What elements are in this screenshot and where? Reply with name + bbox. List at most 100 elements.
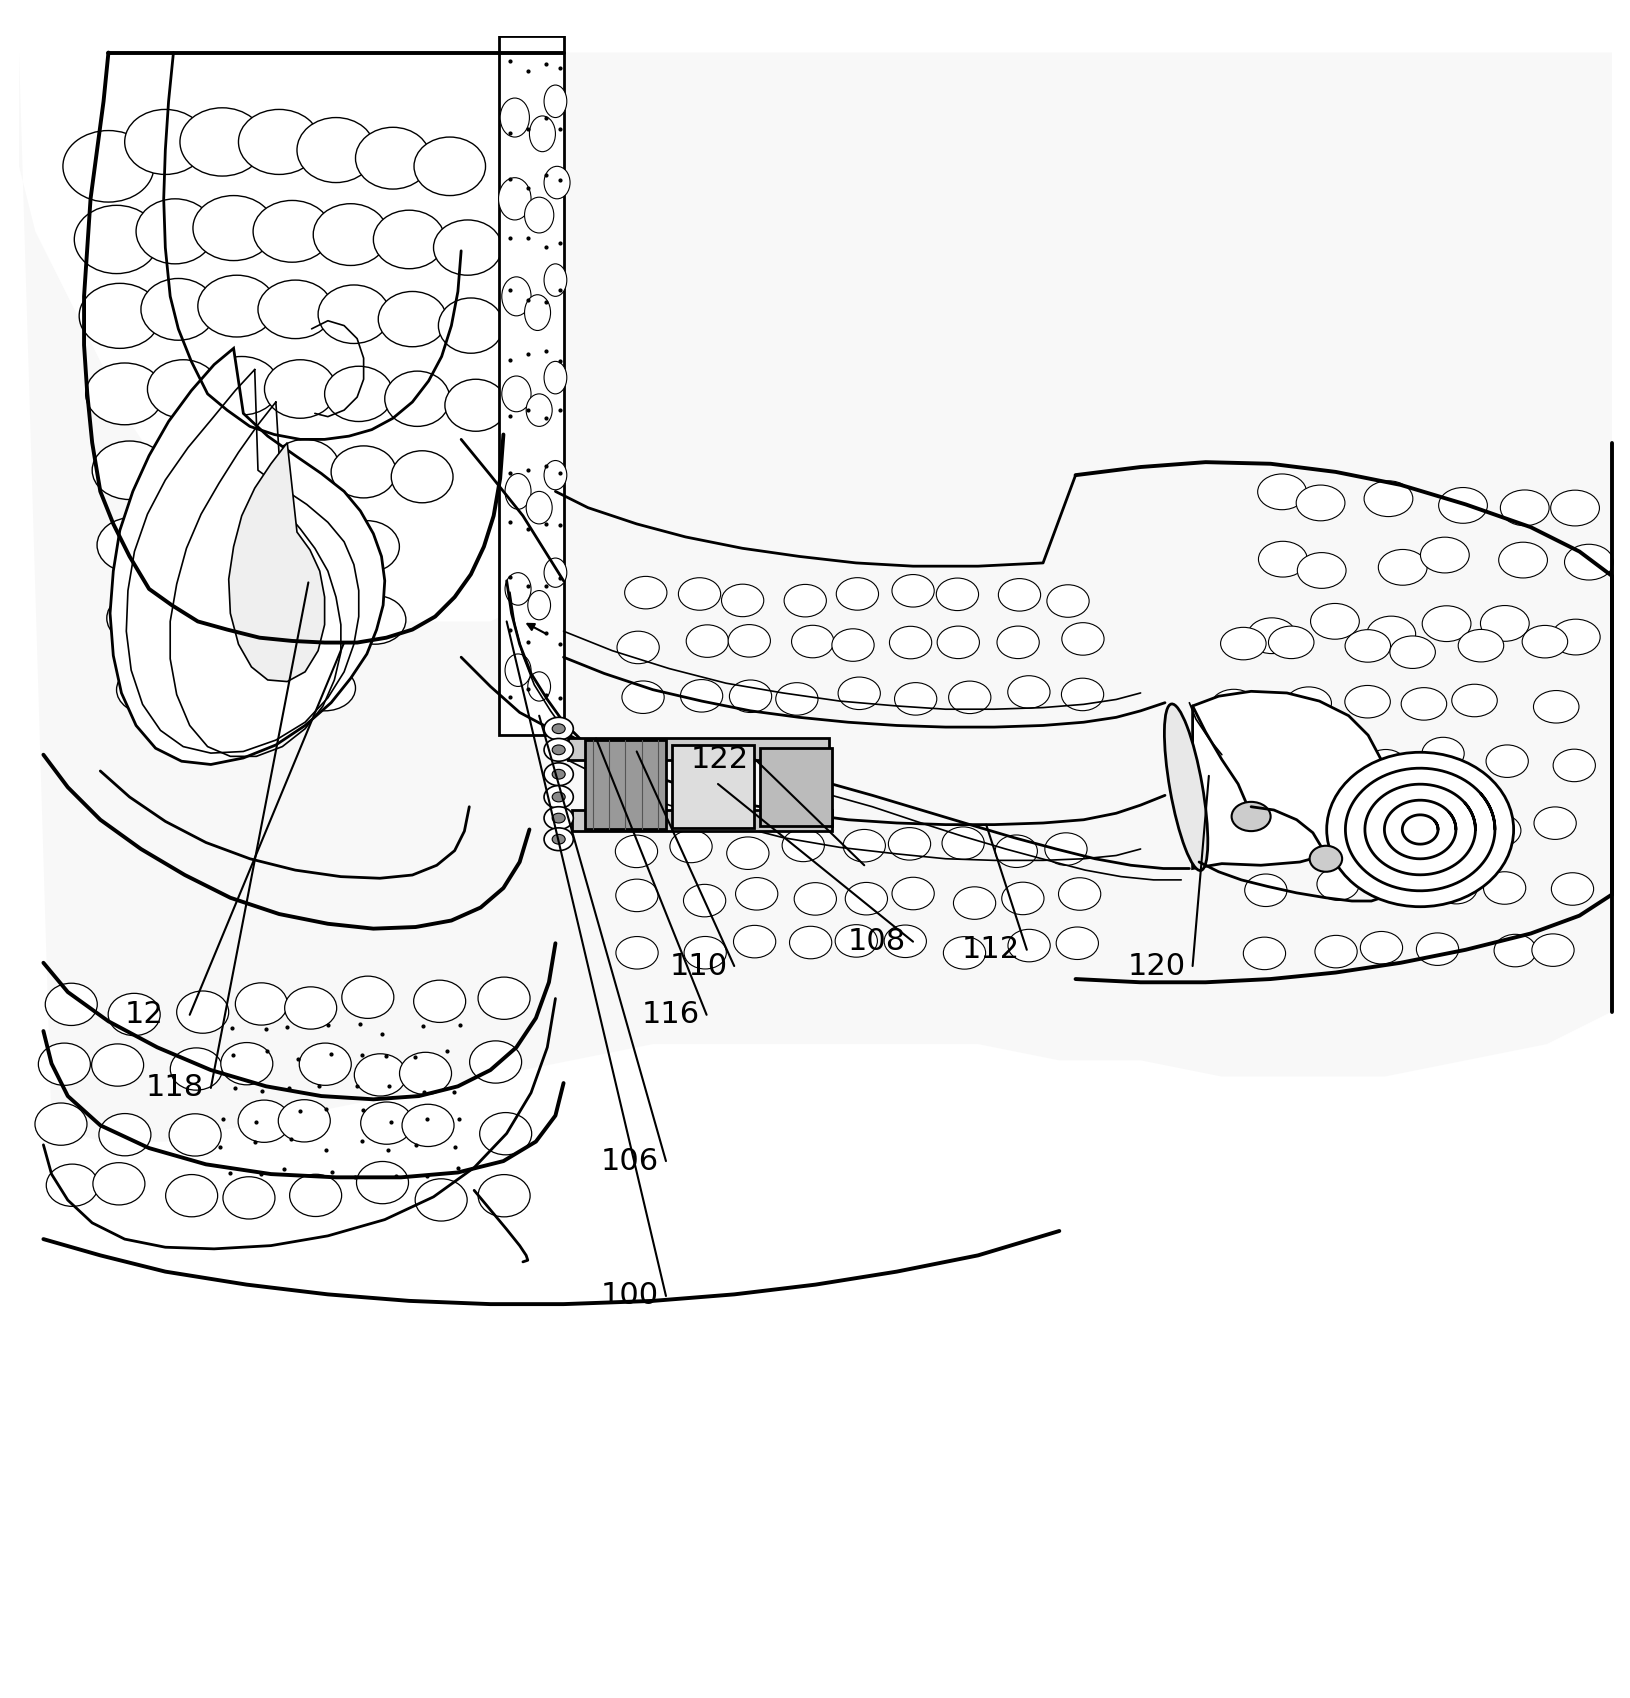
Ellipse shape	[271, 440, 339, 494]
Ellipse shape	[179, 107, 264, 177]
Ellipse shape	[414, 980, 466, 1022]
Ellipse shape	[544, 807, 574, 830]
Ellipse shape	[729, 679, 771, 713]
Polygon shape	[569, 739, 828, 759]
Ellipse shape	[776, 683, 818, 715]
Ellipse shape	[678, 577, 720, 610]
Ellipse shape	[670, 830, 712, 863]
Ellipse shape	[1355, 807, 1397, 839]
Ellipse shape	[373, 211, 445, 268]
Ellipse shape	[1483, 871, 1524, 905]
Ellipse shape	[680, 679, 722, 711]
Ellipse shape	[843, 829, 885, 863]
Ellipse shape	[192, 195, 274, 260]
Ellipse shape	[937, 627, 980, 659]
Ellipse shape	[1425, 803, 1467, 835]
Ellipse shape	[883, 925, 926, 958]
Ellipse shape	[553, 834, 566, 844]
Ellipse shape	[544, 829, 574, 851]
Text: 120: 120	[1126, 951, 1185, 980]
Ellipse shape	[478, 976, 530, 1019]
Ellipse shape	[166, 588, 231, 640]
Ellipse shape	[298, 1043, 350, 1085]
Ellipse shape	[616, 632, 659, 664]
Ellipse shape	[147, 360, 218, 418]
Polygon shape	[228, 443, 324, 681]
Ellipse shape	[544, 717, 574, 740]
Ellipse shape	[210, 433, 282, 491]
Ellipse shape	[794, 883, 836, 915]
Ellipse shape	[1325, 752, 1513, 907]
Ellipse shape	[64, 131, 153, 202]
Ellipse shape	[46, 983, 98, 1026]
Ellipse shape	[525, 197, 554, 233]
Ellipse shape	[621, 681, 663, 713]
Ellipse shape	[615, 835, 657, 868]
Ellipse shape	[1438, 487, 1487, 523]
Ellipse shape	[844, 883, 887, 915]
Text: 118: 118	[145, 1073, 204, 1102]
Ellipse shape	[354, 1054, 406, 1095]
Ellipse shape	[399, 1053, 452, 1095]
Ellipse shape	[1244, 874, 1286, 907]
Text: 112: 112	[962, 936, 1019, 964]
Ellipse shape	[1247, 618, 1296, 654]
Ellipse shape	[238, 109, 319, 175]
Ellipse shape	[528, 591, 551, 620]
Ellipse shape	[544, 460, 567, 489]
Ellipse shape	[831, 628, 874, 661]
Ellipse shape	[479, 1112, 531, 1155]
Ellipse shape	[1007, 676, 1050, 708]
Ellipse shape	[401, 1104, 453, 1146]
Ellipse shape	[838, 678, 880, 710]
Ellipse shape	[1563, 545, 1612, 581]
Ellipse shape	[1366, 616, 1415, 652]
Ellipse shape	[505, 474, 531, 509]
Ellipse shape	[253, 200, 331, 261]
Ellipse shape	[502, 375, 531, 411]
Ellipse shape	[170, 1048, 222, 1090]
Ellipse shape	[478, 1175, 530, 1217]
Ellipse shape	[46, 1165, 98, 1206]
Polygon shape	[109, 348, 385, 764]
Ellipse shape	[91, 1044, 143, 1087]
Ellipse shape	[553, 769, 566, 779]
Ellipse shape	[1552, 749, 1594, 781]
Ellipse shape	[1061, 623, 1104, 655]
Ellipse shape	[1421, 737, 1464, 769]
Ellipse shape	[391, 450, 453, 503]
Ellipse shape	[318, 285, 390, 343]
Ellipse shape	[502, 277, 531, 316]
Ellipse shape	[1498, 542, 1547, 577]
Ellipse shape	[686, 625, 729, 657]
Ellipse shape	[176, 661, 238, 710]
Ellipse shape	[1315, 868, 1358, 900]
Ellipse shape	[1420, 537, 1469, 572]
Ellipse shape	[116, 666, 181, 715]
Ellipse shape	[385, 372, 450, 426]
Ellipse shape	[1415, 932, 1457, 966]
Ellipse shape	[279, 1100, 331, 1143]
Ellipse shape	[140, 278, 215, 340]
Polygon shape	[584, 740, 665, 830]
Ellipse shape	[34, 1104, 86, 1144]
Ellipse shape	[98, 518, 168, 572]
Ellipse shape	[544, 559, 567, 588]
Ellipse shape	[735, 878, 778, 910]
Ellipse shape	[1309, 846, 1341, 871]
Ellipse shape	[1302, 751, 1345, 784]
Ellipse shape	[197, 275, 275, 336]
Ellipse shape	[284, 591, 349, 640]
Ellipse shape	[1345, 630, 1390, 662]
Ellipse shape	[1550, 873, 1593, 905]
Polygon shape	[499, 36, 564, 735]
Ellipse shape	[235, 983, 287, 1026]
Ellipse shape	[530, 115, 556, 151]
Ellipse shape	[1421, 606, 1470, 642]
Ellipse shape	[414, 138, 486, 195]
Ellipse shape	[360, 1102, 412, 1144]
Ellipse shape	[156, 513, 225, 567]
Text: 108: 108	[848, 927, 906, 956]
Polygon shape	[672, 745, 753, 829]
Ellipse shape	[553, 745, 566, 754]
